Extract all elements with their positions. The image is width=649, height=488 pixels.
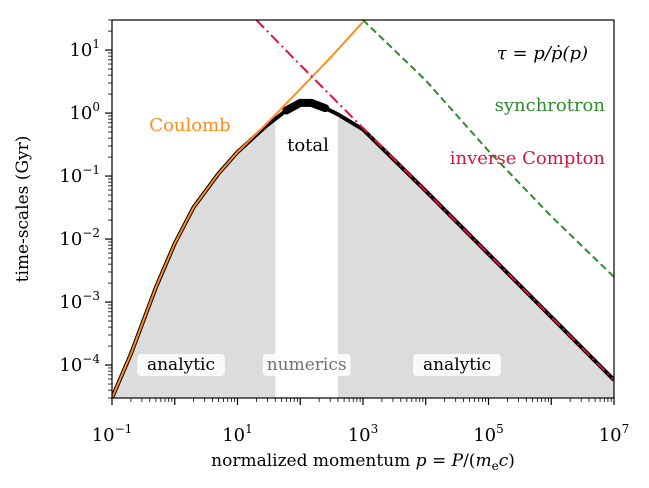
- y-axis-ticks: 10−4 10−3 10−2 10−1 100 101: [59, 19, 112, 399]
- x-axis-label: normalized momentum p = P/(mec): [211, 451, 515, 473]
- annotation-inverse-compton: inverse Compton: [450, 148, 606, 169]
- x-tick-label: 101: [222, 422, 253, 446]
- shaded-region-2: [338, 114, 614, 398]
- annotation-synchrotron: synchrotron: [495, 95, 606, 116]
- series-lines: [112, 20, 614, 398]
- series-line-inverse-compton: [255, 20, 614, 381]
- x-axis-ticks: 10−1 101 103 105 107: [92, 398, 630, 446]
- region-label-1: numerics: [262, 354, 351, 376]
- x-tick-label: 10−1: [92, 422, 133, 446]
- series-line-coulomb: [112, 21, 364, 398]
- y-tick-label: 10−4: [59, 352, 100, 376]
- svg-text:numerics: numerics: [267, 355, 347, 375]
- svg-text:analytic: analytic: [423, 355, 491, 375]
- y-tick-label: 10−3: [59, 289, 100, 313]
- annotation-formula: τ = p/ṗ(p): [497, 43, 588, 64]
- y-tick-label: 10−1: [59, 163, 100, 187]
- y-tick-label: 100: [69, 100, 100, 124]
- annotation-total: total: [287, 135, 329, 156]
- y-tick-label: 10−2: [59, 226, 100, 250]
- y-tick-label: 101: [69, 37, 100, 61]
- x-tick-label: 103: [348, 422, 379, 446]
- x-tick-label: 105: [473, 422, 504, 446]
- svg-text:analytic: analytic: [147, 355, 215, 375]
- shaded-regions: [112, 114, 614, 398]
- annotation-coulomb: Coulomb: [149, 115, 230, 136]
- shaded-region-0: [112, 118, 276, 398]
- region-label-0: analytic: [137, 354, 225, 376]
- series-line-total-peak: [282, 98, 330, 115]
- x-tick-label: 107: [599, 422, 630, 446]
- y-axis-label: time-scales (Gyr): [13, 136, 33, 283]
- annotations: analytic numerics analytic Coulomb total sync…: [137, 43, 605, 376]
- series-line-synchrotron: [362, 20, 614, 278]
- region-label-2: analytic: [413, 354, 501, 376]
